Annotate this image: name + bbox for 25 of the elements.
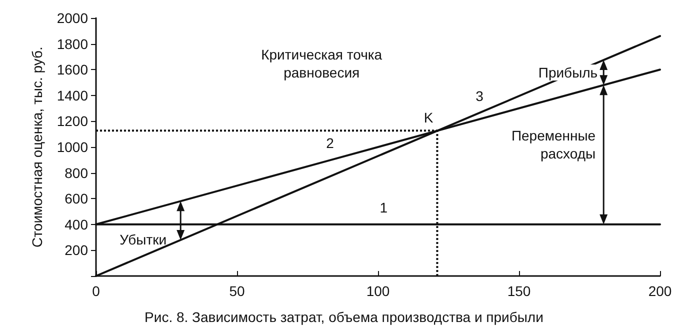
text: Рис. 8. Зависимость затрат, объема производства и прибыли — [144, 309, 544, 325]
annotation: Прибыль — [538, 64, 598, 81]
annotation: K — [424, 110, 434, 126]
series-label: 3 — [476, 88, 484, 104]
x-tick-label: 0 — [92, 283, 100, 299]
series-label: 1 — [380, 199, 388, 216]
x-tick-label: 100 — [366, 283, 390, 299]
x-tick-label: 200 — [648, 283, 672, 299]
y-tick-label: 200 — [64, 242, 88, 258]
annotation: Критическая точка равновесия — [261, 46, 382, 81]
y-tick-label: 1800 — [56, 36, 88, 52]
series-label: 2 — [326, 135, 334, 152]
annotation: Убытки — [120, 231, 167, 248]
y-axis-title: Стоимостная оценка, тыс. руб. — [29, 46, 45, 248]
annotation: Переменные расходы — [511, 128, 596, 162]
y-tick-label: 1400 — [56, 87, 88, 104]
x-tick-label: 50 — [229, 283, 245, 299]
x-tick-label: 150 — [507, 283, 531, 299]
y-tick-label: 1000 — [56, 139, 88, 155]
y-tick-label: 600 — [64, 190, 88, 207]
y-tick-label: 800 — [64, 164, 88, 181]
y-tick-label: 2000 — [56, 10, 88, 26]
y-tick-label: 400 — [64, 216, 88, 232]
y-tick-label: 1200 — [56, 113, 88, 130]
y-tick-label: 1600 — [56, 62, 88, 78]
